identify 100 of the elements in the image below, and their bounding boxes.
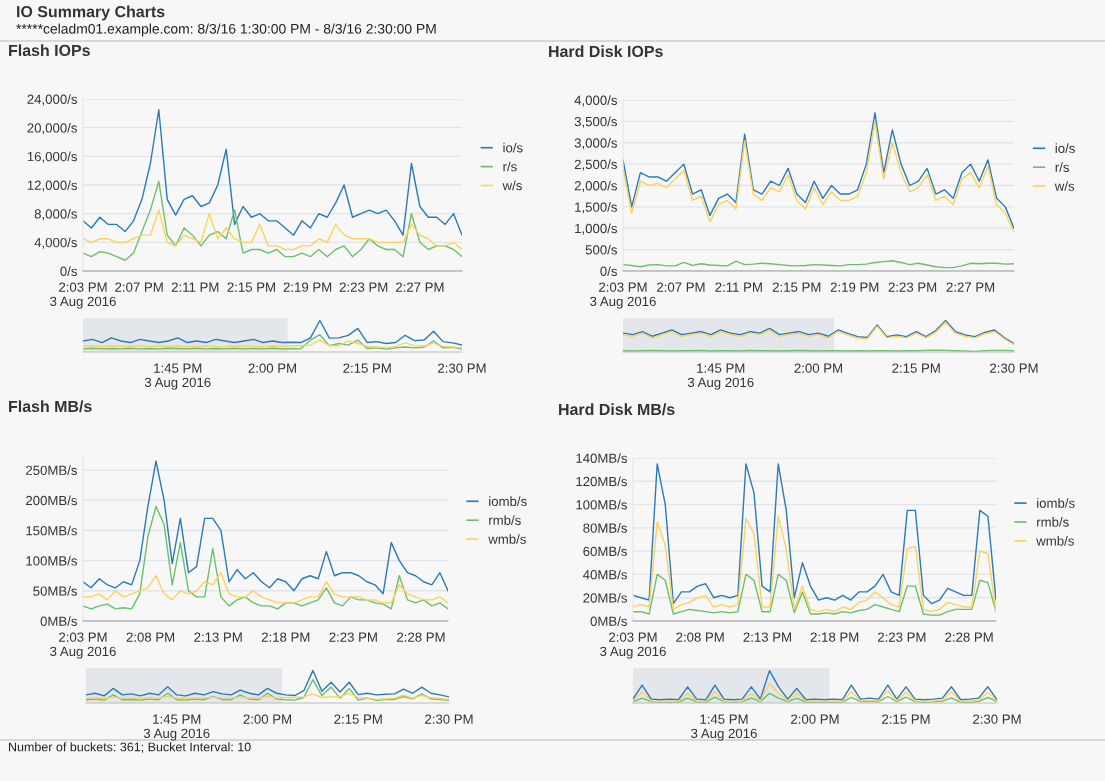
x-tick-label: 2:07 PM	[115, 282, 163, 292]
x-tick-label: 2:30 PM	[438, 363, 486, 373]
x-tick-label: 2:23 PM	[888, 282, 937, 292]
x-tick-label: 2:23 PM	[339, 282, 388, 292]
line-series	[83, 505, 448, 610]
y-tick-label: 3,500/s	[574, 116, 617, 128]
y-tick-label: 80MB/s	[583, 523, 627, 533]
y-tick-label: 20MB/s	[583, 592, 627, 603]
y-tick-label: 2,000/s	[574, 180, 617, 192]
legend-label: iomb/s	[489, 496, 527, 507]
x-tick-label: 2:15 PM	[772, 282, 821, 292]
x-tick-label: 2:08 PM	[126, 632, 175, 642]
x-tick-label: 2:11 PM	[715, 282, 762, 292]
y-tick-label: 0/s	[600, 266, 617, 276]
x-tick-label: 2:30 PM	[990, 363, 1038, 373]
y-tick-label: 8,000/s	[34, 208, 77, 221]
legend-label: r/s	[503, 161, 517, 172]
x-tick-label: 2:23 PM	[329, 632, 377, 642]
x-tick-label: 2:03 PM 3 Aug 2016	[590, 282, 656, 309]
y-tick-label: 120MB/s	[576, 476, 627, 487]
y-tick-label: 150MB/s	[26, 525, 77, 536]
x-tick-label: 2:27 PM	[395, 282, 444, 292]
y-tick-label: 4,000/s	[574, 95, 617, 107]
x-tick-label: 1:45 PM 3 Aug 2016	[687, 363, 754, 390]
x-tick-label: 2:18 PM	[810, 632, 859, 642]
line-series	[633, 515, 996, 613]
x-tick-label: 2:00 PM	[791, 714, 839, 724]
x-tick-label: 2:23 PM	[877, 632, 926, 642]
x-tick-label: 1:45 PM 3 Aug 2016	[143, 714, 210, 741]
x-tick-label: 2:00 PM	[243, 714, 291, 724]
chart-title: Hard Disk MB/s	[559, 403, 675, 416]
line-series	[83, 180, 462, 261]
text: IO Summary Charts	[17, 5, 165, 21]
y-tick-label: 4,000/s	[34, 237, 77, 249]
x-tick-label: 2:03 PM 3 Aug 2016	[600, 632, 666, 659]
y-tick-label: 100MB/s	[26, 555, 77, 566]
legend-label: rmb/s	[1037, 517, 1069, 527]
legend-label: w/s	[502, 180, 522, 191]
y-tick-label: 200MB/s	[26, 495, 77, 506]
x-tick-label: 2:03 PM 3 Aug 2016	[50, 632, 116, 659]
y-tick-label: 16,000/s	[27, 151, 77, 163]
x-tick-label: 2:15 PM	[334, 714, 382, 724]
x-tick-label: 1:45 PM 3 Aug 2016	[144, 363, 211, 390]
line-series	[83, 109, 462, 236]
legend-label: io/s	[1055, 143, 1075, 154]
line-series	[623, 260, 1014, 269]
line-series	[83, 572, 448, 604]
x-tick-label: 2:07 PM	[657, 282, 705, 292]
x-tick-label: 2:13 PM	[743, 632, 791, 642]
x-tick-label: 2:15 PM	[343, 363, 391, 373]
legend-label: io/s	[503, 142, 523, 153]
x-tick-label: 2:13 PM	[194, 632, 242, 642]
chart-title: Hard Disk IOPs	[549, 45, 663, 58]
y-tick-label: 1,500/s	[575, 202, 617, 214]
y-tick-label: 0MB/s	[590, 616, 627, 626]
x-tick-label: 2:15 PM	[882, 714, 930, 724]
legend-label: w/s	[1054, 181, 1075, 191]
y-tick-label: 50MB/s	[33, 586, 77, 596]
y-tick-label: 24,000/s	[27, 94, 77, 106]
y-tick-label: 20,000/s	[27, 122, 77, 135]
chart-title: Flash MB/s	[9, 400, 92, 413]
y-tick-label: 40MB/s	[583, 569, 627, 580]
y-tick-label: 0/s	[60, 266, 77, 276]
line-series	[83, 460, 448, 595]
y-tick-label: 100MB/s	[576, 499, 627, 510]
x-tick-label: 2:03 PM 3 Aug 2016	[50, 282, 116, 309]
y-tick-label: 3,000/s	[574, 137, 617, 150]
legend-label: rmb/s	[489, 515, 521, 525]
x-tick-label: 2:19 PM	[830, 282, 879, 292]
y-tick-label: 12,000/s	[27, 180, 77, 192]
text: *****celadm01.example.com: 8/3/16 1:30:00 PM - 8/3/16 2:30:00 PM	[16, 23, 436, 37]
y-tick-label: 2,500/s	[574, 159, 617, 171]
y-tick-label: 1,000/s	[575, 223, 617, 235]
x-tick-label: 2:30 PM	[425, 714, 473, 724]
x-tick-label: 2:00 PM	[794, 363, 842, 373]
x-tick-label: 2:15 PM	[227, 282, 275, 292]
legend-label: wmb/s	[1036, 535, 1074, 546]
x-tick-label: 1:45 PM 3 Aug 2016	[691, 714, 757, 741]
x-tick-label: 2:28 PM	[397, 632, 445, 642]
y-tick-label: 500/s	[585, 244, 617, 255]
y-tick-label: 60MB/s	[583, 546, 627, 557]
legend-label: iomb/s	[1037, 498, 1075, 508]
y-tick-label: 0MB/s	[40, 616, 77, 626]
y-tick-label: 140MB/s	[576, 453, 627, 463]
x-tick-label: 2:08 PM	[676, 632, 724, 642]
x-tick-label: 2:30 PM	[973, 714, 1021, 724]
legend-label: wmb/s	[488, 534, 526, 544]
line-series	[83, 209, 462, 251]
x-tick-label: 2:19 PM	[283, 282, 332, 292]
x-tick-label: 2:00 PM	[248, 363, 296, 373]
text: Number of buckets: 361; Bucket Interval: 10	[9, 742, 251, 753]
y-tick-label: 250MB/s	[26, 465, 77, 475]
line-series	[633, 463, 996, 605]
x-tick-label: 2:28 PM	[945, 632, 993, 642]
x-tick-label: 2:15 PM	[892, 363, 940, 373]
chart-title: Flash IOPs	[9, 44, 90, 57]
line-series	[633, 573, 996, 616]
x-tick-label: 2:11 PM	[171, 282, 219, 292]
legend-label: r/s	[1055, 162, 1069, 172]
x-tick-label: 2:18 PM	[261, 632, 310, 642]
